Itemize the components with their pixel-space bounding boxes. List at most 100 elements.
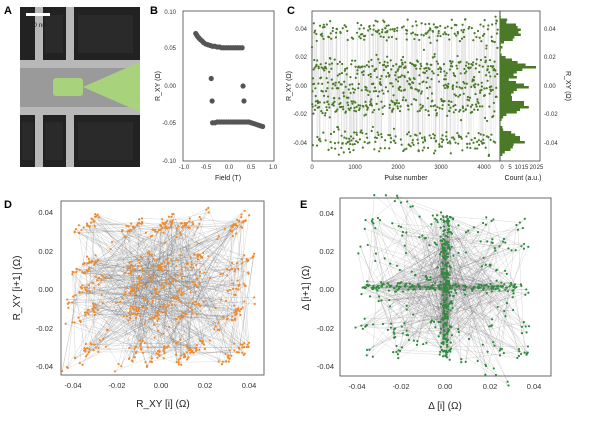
link-D <box>132 236 219 289</box>
c-point <box>451 84 455 87</box>
c-point <box>456 32 460 35</box>
point-D <box>136 276 139 280</box>
link-E <box>413 289 527 333</box>
point-E <box>400 281 403 284</box>
link-D <box>138 265 237 289</box>
c-point <box>493 110 496 113</box>
c-point <box>358 35 361 38</box>
c-point <box>384 139 387 142</box>
link-D <box>74 322 179 365</box>
point-D <box>77 316 80 319</box>
b-ytick-1: 0.05 <box>164 46 176 52</box>
c-point <box>436 26 439 29</box>
link-D <box>85 288 139 352</box>
link-D <box>74 316 156 358</box>
point-E <box>505 301 509 305</box>
link-D <box>72 274 96 308</box>
c-point <box>411 25 414 28</box>
link-D <box>173 259 242 299</box>
point-E <box>477 287 480 290</box>
link-E <box>409 287 474 289</box>
point-E <box>446 289 449 292</box>
c-point <box>369 100 372 103</box>
point-D <box>234 223 238 226</box>
link-D <box>130 273 159 331</box>
c-point <box>414 20 417 23</box>
c-point <box>493 75 497 78</box>
link-D <box>157 277 172 351</box>
c-point <box>466 95 470 99</box>
c-point <box>454 103 457 107</box>
point-D <box>73 321 76 324</box>
c-point <box>448 38 451 41</box>
c-point <box>455 24 458 27</box>
point-D <box>131 286 135 290</box>
c-point <box>399 105 402 108</box>
c-point <box>435 139 438 142</box>
point-D <box>202 343 206 346</box>
c-point <box>353 109 356 112</box>
point-E <box>520 352 523 356</box>
point-E <box>492 287 495 290</box>
point-D <box>147 250 151 253</box>
c-point <box>371 125 375 129</box>
link-E <box>406 216 451 336</box>
link-D <box>157 320 164 350</box>
c-point <box>422 34 425 37</box>
c-point <box>338 97 341 100</box>
point-E <box>462 289 466 292</box>
point-E <box>494 373 498 377</box>
link-E <box>373 285 395 330</box>
point-D <box>140 256 143 259</box>
c-point <box>426 146 430 150</box>
link-D <box>155 229 174 297</box>
link-E <box>446 289 484 319</box>
link-D <box>132 226 162 289</box>
link-D <box>199 216 235 226</box>
point-E <box>403 244 406 247</box>
point-E <box>396 196 399 200</box>
c-point <box>357 104 360 107</box>
c-point <box>437 80 441 83</box>
point-D <box>236 218 239 221</box>
point-E <box>448 294 452 297</box>
link-D <box>85 343 168 348</box>
link-E <box>399 269 466 286</box>
c-point <box>439 24 442 28</box>
c-point <box>444 26 447 29</box>
link-E <box>397 289 448 312</box>
point-E <box>454 282 457 286</box>
c-point <box>486 28 490 31</box>
c-point <box>451 60 454 63</box>
point-E <box>449 266 452 269</box>
point-E <box>472 226 476 229</box>
c-point <box>436 34 439 38</box>
link-E <box>412 217 487 286</box>
point-E <box>439 235 442 238</box>
link-D <box>171 259 201 341</box>
point-D <box>137 264 140 268</box>
link-D <box>189 218 201 256</box>
point-E <box>512 292 515 295</box>
c-point <box>393 30 396 33</box>
c-point <box>333 58 336 61</box>
link-D <box>184 222 193 310</box>
link-D <box>91 260 197 351</box>
point-D <box>157 290 161 293</box>
link-D <box>96 216 194 353</box>
link-D <box>86 291 133 308</box>
link-E <box>384 258 465 286</box>
link-E <box>381 282 446 324</box>
point-D <box>66 298 69 301</box>
point-D <box>188 220 191 223</box>
c-point <box>437 73 440 77</box>
link-D <box>131 223 142 292</box>
c-hist-bar <box>500 126 503 129</box>
point-D <box>189 351 192 354</box>
link-D <box>195 220 246 303</box>
c-point <box>420 136 424 140</box>
link-E <box>446 265 491 288</box>
point-E <box>480 265 484 268</box>
point-D <box>226 274 229 277</box>
c-point <box>492 65 495 68</box>
